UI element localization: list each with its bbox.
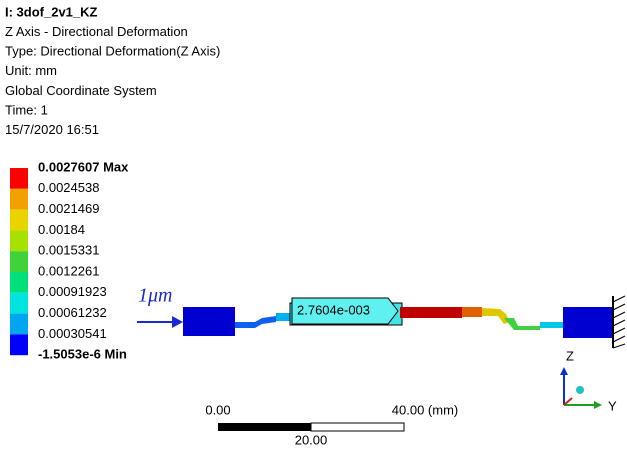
annotation: 1μm bbox=[138, 285, 172, 307]
green-segment bbox=[504, 318, 540, 330]
header-line: 15/7/2020 16:51 bbox=[5, 122, 99, 137]
legend-label: 0.0027607 Max bbox=[38, 159, 129, 174]
legend-label: 0.00030541 bbox=[38, 326, 107, 341]
yellow-segment bbox=[482, 308, 510, 324]
probe-label: 2.7604e-003 bbox=[297, 302, 370, 317]
legend-label: 0.0015331 bbox=[38, 243, 99, 258]
legend-swatch bbox=[10, 251, 28, 272]
right-block bbox=[563, 307, 613, 338]
scale-middle: 20.00 bbox=[295, 432, 328, 447]
legend: 0.0027607 Max 0.0024538 0.0021469 0.00184 0.… bbox=[10, 159, 129, 361]
left-beam bbox=[235, 316, 276, 328]
header-line: Type: Directional Deformation(Z Axis) bbox=[5, 44, 220, 59]
header-line: Unit: mm bbox=[5, 63, 57, 78]
header-line: Z Axis - Directional Deformation bbox=[5, 24, 188, 39]
legend-label: 0.00184 bbox=[38, 222, 85, 237]
model: 2.7604e-003 bbox=[183, 296, 625, 348]
arrow-head bbox=[172, 316, 183, 328]
legend-swatch bbox=[10, 189, 28, 210]
legend-swatch bbox=[10, 272, 28, 293]
legend-swatch bbox=[10, 210, 28, 231]
triad: Z Y bbox=[560, 348, 617, 413]
triad-z: Z bbox=[566, 348, 574, 363]
legend-label: 0.00061232 bbox=[38, 305, 107, 320]
legend-label: 0.0021469 bbox=[38, 201, 99, 216]
scale-bar-black bbox=[218, 423, 311, 431]
legend-swatch bbox=[10, 230, 28, 251]
legend-swatch bbox=[10, 293, 28, 314]
orange-segment bbox=[462, 307, 482, 317]
legend-swatch bbox=[10, 334, 28, 355]
legend-label: 0.0012261 bbox=[38, 263, 99, 278]
header-line: Global Coordinate System bbox=[5, 83, 157, 98]
left-block bbox=[183, 307, 235, 336]
header-title: I: 3dof_2v1_KZ bbox=[5, 4, 98, 19]
triad-y: Y bbox=[608, 398, 617, 413]
scale-right: 40.00 (mm) bbox=[392, 402, 458, 417]
scale-left: 0.00 bbox=[205, 402, 230, 417]
header-line: Time: 1 bbox=[5, 102, 48, 117]
legend-swatch bbox=[10, 168, 28, 189]
viewport: I: 3dof_2v1_KZ Z Axis - Directional Defor… bbox=[0, 0, 627, 452]
wall-hatch bbox=[613, 296, 625, 348]
right-beam bbox=[540, 322, 564, 328]
legend-label: 0.0024538 bbox=[38, 180, 99, 195]
page: {"header": {"lines": ["I: 3dof_2v1_KZ", … bbox=[0, 0, 627, 452]
legend-swatch bbox=[10, 314, 28, 335]
legend-label: -1.5053e-6 Min bbox=[38, 347, 127, 362]
scale-bar-white bbox=[311, 423, 404, 431]
red-segment bbox=[400, 307, 462, 318]
legend-label: 0.00091923 bbox=[38, 284, 107, 299]
header: I: 3dof_2v1_KZ Z Axis - Directional Defor… bbox=[5, 4, 220, 137]
